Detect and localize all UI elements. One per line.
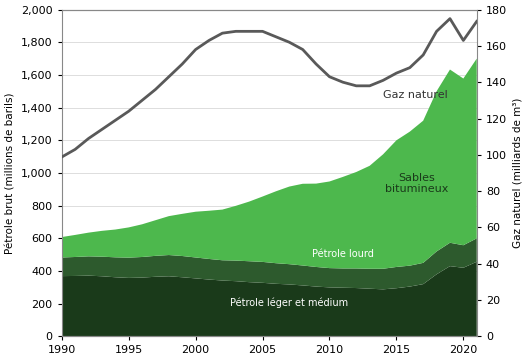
Y-axis label: Pétrole brut (millions de barils): Pétrole brut (millions de barils) — [6, 92, 15, 254]
Text: Pétrole léger et médium: Pétrole léger et médium — [230, 297, 348, 308]
Text: Pétrole lourd: Pétrole lourd — [312, 249, 374, 259]
Y-axis label: Gaz naturel (milliards de m³): Gaz naturel (milliards de m³) — [513, 98, 522, 248]
Text: Gaz naturel: Gaz naturel — [383, 90, 448, 100]
Text: Sables
bitumineux: Sables bitumineux — [385, 173, 448, 194]
